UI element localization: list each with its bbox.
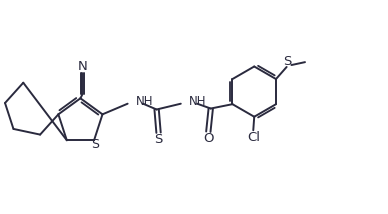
Text: N: N <box>78 60 87 73</box>
Text: NH: NH <box>136 95 154 108</box>
Text: S: S <box>154 133 163 146</box>
Text: S: S <box>283 55 292 68</box>
Text: Cl: Cl <box>247 131 260 144</box>
Text: S: S <box>91 138 99 151</box>
Text: O: O <box>203 132 213 144</box>
Text: NH: NH <box>189 95 206 108</box>
